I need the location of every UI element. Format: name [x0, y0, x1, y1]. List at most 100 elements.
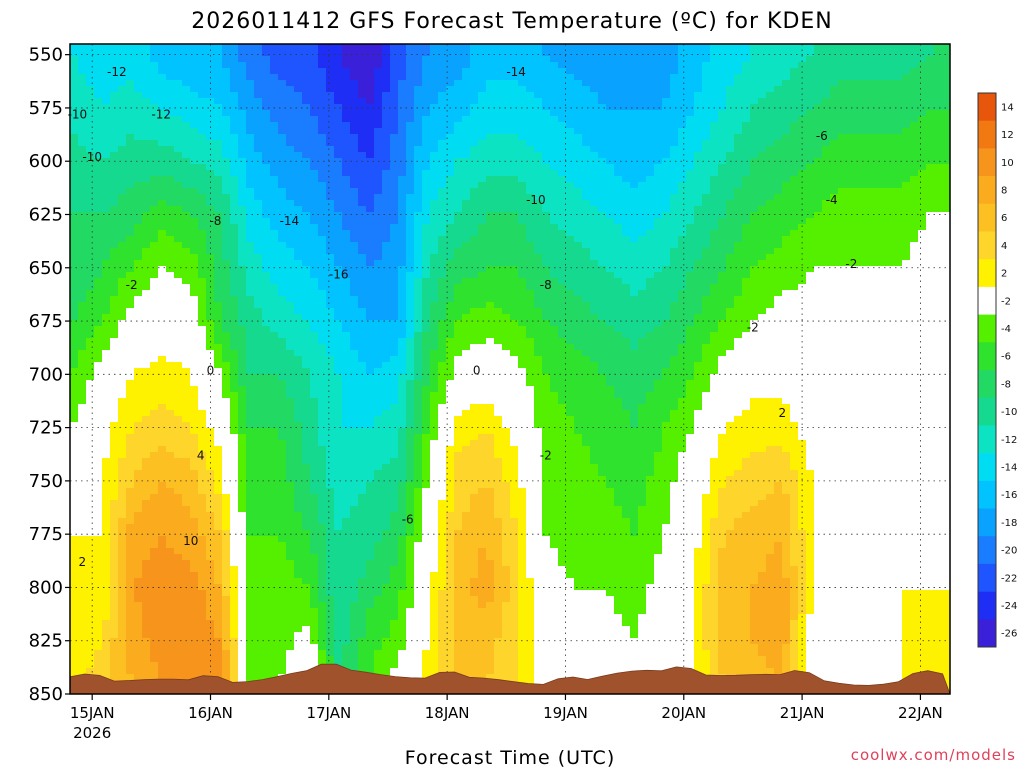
field-cell — [310, 86, 319, 93]
field-cell — [254, 554, 263, 561]
field-cell — [254, 200, 263, 207]
field-cell — [270, 452, 279, 459]
field-cell — [374, 614, 383, 621]
field-cell — [118, 62, 127, 69]
field-cell — [350, 62, 359, 69]
field-cell — [430, 44, 439, 51]
field-cell — [158, 218, 167, 225]
field-cell — [318, 332, 327, 339]
field-cell — [350, 524, 359, 531]
field-cell — [158, 434, 167, 441]
field-cell — [102, 620, 111, 627]
field-cell — [86, 632, 95, 639]
field-cell — [150, 224, 159, 231]
field-cell — [86, 236, 95, 243]
field-cell — [102, 518, 111, 525]
field-cell — [182, 464, 191, 471]
field-cell — [278, 530, 287, 537]
field-cell — [262, 548, 271, 555]
field-cell — [278, 200, 287, 207]
field-cell — [158, 176, 167, 183]
field-cell — [374, 140, 383, 147]
field-cell — [326, 602, 335, 609]
field-cell — [342, 410, 351, 417]
field-cell — [326, 332, 335, 339]
field-cell — [318, 218, 327, 225]
field-cell — [262, 368, 271, 375]
field-cell — [126, 554, 135, 561]
field-cell — [422, 266, 431, 273]
field-cell — [278, 398, 287, 405]
field-cell — [190, 308, 199, 315]
field-cell — [206, 392, 215, 399]
field-cell — [366, 524, 375, 531]
field-cell — [358, 464, 367, 471]
field-cell — [398, 296, 407, 303]
field-cell — [134, 140, 143, 147]
field-cell — [430, 86, 439, 93]
field-cell — [142, 242, 151, 249]
field-cell — [174, 410, 183, 417]
field-cell — [390, 362, 399, 369]
field-cell — [342, 440, 351, 447]
field-cell — [326, 80, 335, 87]
field-cell — [142, 386, 151, 393]
field-cell — [150, 302, 159, 309]
field-cell — [278, 92, 287, 99]
field-cell — [422, 128, 431, 135]
field-cell — [118, 494, 127, 501]
field-cell — [406, 410, 415, 417]
field-cell — [230, 608, 239, 615]
field-cell — [254, 518, 263, 525]
field-cell — [310, 278, 319, 285]
field-cell — [118, 374, 127, 381]
field-cell — [166, 278, 175, 285]
field-cell — [78, 662, 87, 669]
field-cell — [86, 302, 95, 309]
field-cell — [134, 464, 143, 471]
field-cell — [374, 104, 383, 111]
field-cell — [430, 170, 439, 177]
field-cell — [126, 404, 135, 411]
field-cell — [134, 590, 143, 597]
field-cell — [174, 512, 183, 519]
field-cell — [374, 620, 383, 627]
field-cell — [118, 290, 127, 297]
field-cell — [70, 230, 79, 237]
field-cell — [150, 386, 159, 393]
field-cell — [422, 152, 431, 159]
field-cell — [286, 398, 295, 405]
field-cell — [158, 260, 167, 267]
field-cell — [158, 212, 167, 219]
field-cell — [406, 440, 415, 447]
field-cell — [342, 212, 351, 219]
field-cell — [182, 68, 191, 75]
field-cell — [230, 506, 239, 513]
field-cell — [334, 374, 343, 381]
field-cell — [310, 182, 319, 189]
field-cell — [262, 320, 271, 327]
field-cell — [358, 638, 367, 645]
field-cell — [342, 320, 351, 327]
field-cell — [182, 560, 191, 567]
field-cell — [142, 668, 151, 675]
field-cell — [206, 104, 215, 111]
field-cell — [158, 314, 167, 321]
field-cell — [262, 410, 271, 417]
field-cell — [206, 254, 215, 261]
field-cell — [342, 368, 351, 375]
field-cell — [358, 596, 367, 603]
field-cell — [294, 314, 303, 321]
field-cell — [350, 344, 359, 351]
field-cell — [430, 266, 439, 273]
field-cell — [310, 188, 319, 195]
field-cell — [102, 44, 111, 51]
field-cell — [398, 536, 407, 543]
field-cell — [294, 608, 303, 615]
field-cell — [174, 50, 183, 57]
field-cell — [118, 578, 127, 585]
field-cell — [366, 494, 375, 501]
field-cell — [278, 626, 287, 633]
field-cell — [222, 386, 231, 393]
field-cell — [382, 116, 391, 123]
